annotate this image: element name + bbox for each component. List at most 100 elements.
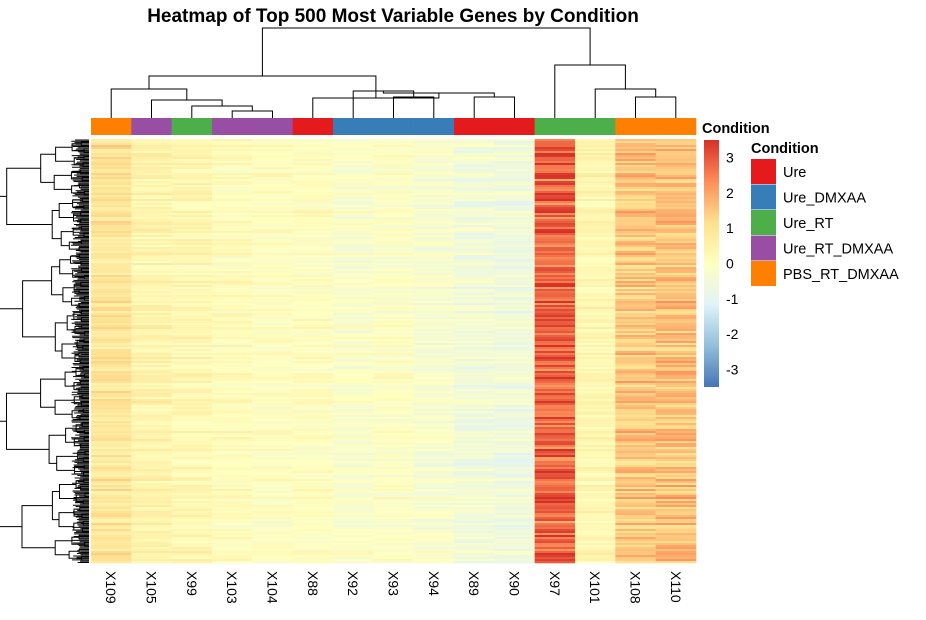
heatmap-cell bbox=[292, 521, 334, 524]
heatmap-cell bbox=[413, 267, 455, 270]
heatmap-cell bbox=[413, 449, 455, 452]
heatmap-cell bbox=[212, 419, 253, 422]
heatmap-cell bbox=[131, 209, 172, 212]
heatmap-cell bbox=[91, 499, 132, 502]
heatmap-cell bbox=[91, 533, 132, 536]
heatmap-cells bbox=[91, 139, 697, 564]
heatmap-cell bbox=[212, 537, 253, 540]
heatmap-cell bbox=[91, 285, 132, 288]
column-label: X88 bbox=[305, 571, 321, 596]
heatmap-cell bbox=[292, 439, 334, 442]
heatmap-cell bbox=[575, 321, 616, 324]
heatmap-cell bbox=[655, 561, 697, 564]
heatmap-cell bbox=[534, 371, 576, 374]
heatmap-cell bbox=[333, 383, 374, 386]
heatmap-cell bbox=[373, 545, 414, 548]
heatmap-cell bbox=[454, 447, 495, 450]
heatmap-cell bbox=[615, 323, 656, 326]
heatmap-cell bbox=[252, 537, 293, 540]
annotation-cell bbox=[252, 118, 293, 135]
heatmap-cell bbox=[91, 515, 132, 518]
heatmap-cell bbox=[292, 541, 334, 544]
heatmap-cell bbox=[575, 535, 616, 538]
heatmap-cell bbox=[292, 317, 334, 320]
heatmap-cell bbox=[494, 183, 535, 186]
heatmap-cell bbox=[292, 287, 334, 290]
heatmap-cell bbox=[615, 515, 656, 518]
heatmap-cell bbox=[171, 493, 213, 496]
heatmap-cell bbox=[575, 359, 616, 362]
heatmap-cell bbox=[292, 483, 334, 486]
heatmap-cell bbox=[131, 361, 172, 364]
heatmap-cell bbox=[413, 379, 455, 382]
heatmap-cell bbox=[454, 359, 495, 362]
heatmap-cell bbox=[655, 165, 697, 168]
heatmap-cell bbox=[292, 331, 334, 334]
heatmap-cell bbox=[655, 527, 697, 530]
heatmap-cell bbox=[333, 489, 374, 492]
heatmap-cell bbox=[333, 247, 374, 250]
heatmap-cell bbox=[333, 329, 374, 332]
heatmap-cell bbox=[333, 395, 374, 398]
heatmap-cell bbox=[91, 561, 132, 564]
heatmap-cell bbox=[454, 181, 495, 184]
heatmap-cell bbox=[212, 225, 253, 228]
heatmap-cell bbox=[494, 359, 535, 362]
heatmap-cell bbox=[131, 257, 172, 260]
heatmap-cell bbox=[292, 555, 334, 558]
heatmap-cell bbox=[252, 141, 293, 144]
heatmap-cell bbox=[454, 505, 495, 508]
heatmap-cell bbox=[292, 257, 334, 260]
heatmap-cell bbox=[413, 483, 455, 486]
heatmap-cell bbox=[131, 391, 172, 394]
heatmap-cell bbox=[292, 181, 334, 184]
heatmap-cell bbox=[91, 549, 132, 552]
heatmap-cell bbox=[292, 191, 334, 194]
heatmap-cell bbox=[575, 351, 616, 354]
heatmap-cell bbox=[454, 145, 495, 148]
heatmap-cell bbox=[171, 309, 213, 312]
heatmap-cell bbox=[91, 367, 132, 370]
heatmap-cell bbox=[91, 399, 132, 402]
heatmap-cell bbox=[171, 151, 213, 154]
heatmap-cell bbox=[212, 275, 253, 278]
heatmap-cell bbox=[575, 231, 616, 234]
heatmap-cell bbox=[534, 469, 576, 472]
heatmap-cell bbox=[131, 271, 172, 274]
heatmap-cell bbox=[252, 169, 293, 172]
heatmap-cell bbox=[575, 281, 616, 284]
heatmap-cell bbox=[252, 335, 293, 338]
heatmap-cell bbox=[655, 197, 697, 200]
heatmap-cell bbox=[575, 265, 616, 268]
heatmap-cell bbox=[212, 231, 253, 234]
heatmap-cell bbox=[292, 409, 334, 412]
heatmap-cell bbox=[413, 467, 455, 470]
heatmap-cell bbox=[534, 401, 576, 404]
heatmap-cell bbox=[373, 147, 414, 150]
heatmap-cell bbox=[333, 313, 374, 316]
heatmap-cell bbox=[373, 531, 414, 534]
heatmap-cell bbox=[292, 159, 334, 162]
heatmap-cell bbox=[655, 177, 697, 180]
heatmap-cell bbox=[333, 229, 374, 232]
heatmap-cell bbox=[131, 155, 172, 158]
heatmap-cell bbox=[615, 271, 656, 274]
heatmap-cell bbox=[534, 475, 576, 478]
heatmap-cell bbox=[575, 295, 616, 298]
heatmap-cell bbox=[373, 381, 414, 384]
heatmap-cell bbox=[333, 209, 374, 212]
heatmap-cell bbox=[252, 421, 293, 424]
heatmap-cell bbox=[212, 213, 253, 216]
heatmap-cell bbox=[333, 207, 374, 210]
heatmap-cell bbox=[413, 377, 455, 380]
heatmap-cell bbox=[131, 409, 172, 412]
heatmap-cell bbox=[373, 221, 414, 224]
heatmap-cell bbox=[655, 467, 697, 470]
heatmap-cell bbox=[91, 241, 132, 244]
heatmap-cell bbox=[655, 327, 697, 330]
heatmap-cell bbox=[494, 165, 535, 168]
heatmap-cell bbox=[333, 235, 374, 238]
color-scale-tick: 2 bbox=[726, 185, 734, 201]
heatmap-cell bbox=[292, 329, 334, 332]
